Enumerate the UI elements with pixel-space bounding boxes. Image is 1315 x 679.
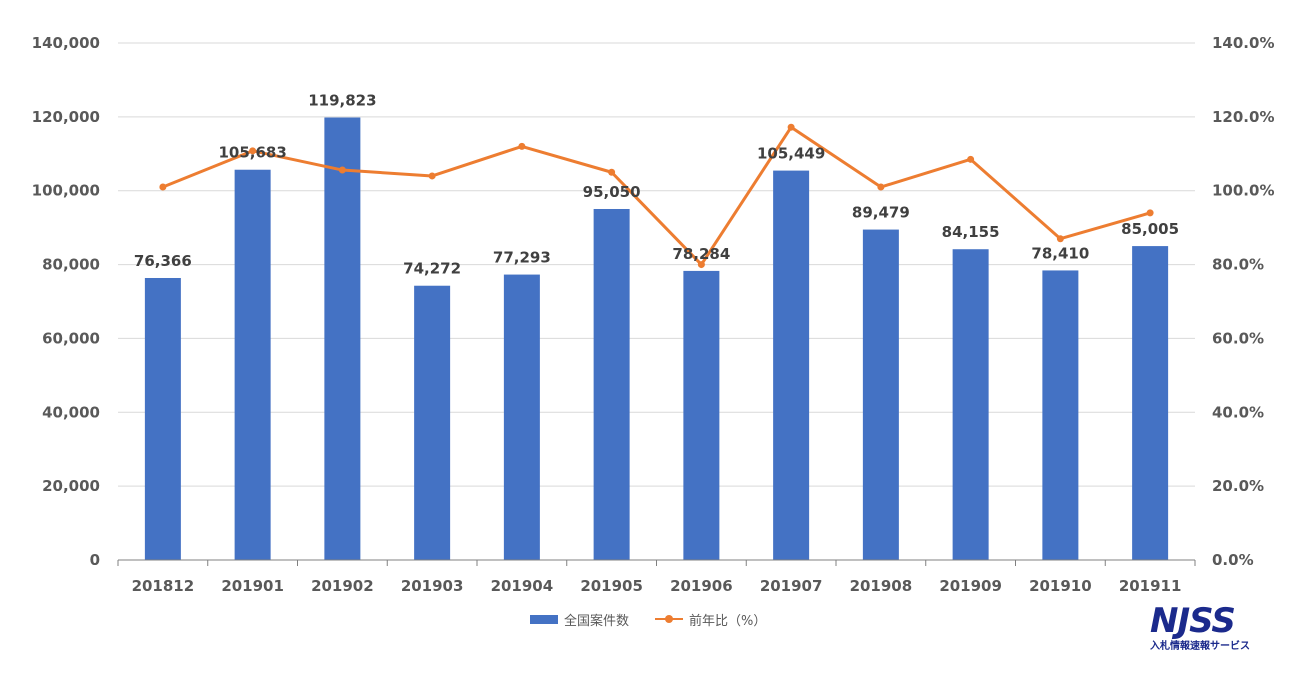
data-labels: 76,366 105,683 119,823 74,272 77,293 95,050 78…: [134, 92, 1179, 278]
bar-data-label: 74,272: [403, 260, 461, 278]
y-tick-label-right: 120.0%: [1212, 108, 1274, 126]
bar: [773, 170, 810, 560]
x-tick-label: 201909: [939, 577, 1002, 595]
bar: [414, 285, 451, 560]
y-tick-label-left: 100,000: [32, 182, 100, 200]
line-point: [1056, 235, 1064, 243]
bar-data-label: 76,366: [134, 252, 192, 270]
legend-item-line: 前年比（%）: [655, 610, 766, 629]
y-tick-label-left: 80,000: [42, 256, 100, 274]
y-axis-left: 0 20,000 40,000 60,000 80,000 100,000 120,000 1…: [32, 34, 100, 569]
bar-data-label: 89,479: [852, 204, 910, 222]
legend-item-bar: 全国案件数: [530, 610, 629, 629]
line-point: [608, 168, 616, 176]
x-tick-label: 201908: [850, 577, 913, 595]
y-tick-label-right: 20.0%: [1212, 477, 1264, 495]
bar: [324, 117, 361, 561]
bar-data-label: 84,155: [942, 223, 1000, 241]
bar: [503, 274, 540, 560]
x-tick-label: 201905: [580, 577, 643, 595]
logo-mark: NJSS: [1150, 601, 1236, 641]
x-tick-label: 201904: [491, 577, 554, 595]
bar: [862, 229, 899, 560]
y-tick-label-left: 20,000: [42, 477, 100, 495]
gridlines: [118, 42, 1195, 487]
x-tick-label: 201906: [670, 577, 733, 595]
y-tick-label-right: 100.0%: [1212, 182, 1274, 200]
bar: [1042, 270, 1079, 560]
bar-data-label: 105,683: [218, 144, 286, 162]
x-tick-label: 201911: [1119, 577, 1182, 595]
y-tick-label-right: 80.0%: [1212, 256, 1264, 274]
bar-data-label: 77,293: [493, 249, 551, 267]
x-axis: 201812 201901 201902 201903 201904 201905 2019…: [117, 559, 1196, 595]
line-point: [877, 183, 885, 191]
bar: [952, 249, 989, 560]
bar-data-label: 119,823: [308, 92, 376, 110]
legend-label-bar: 全国案件数: [564, 613, 630, 629]
y-tick-label-right: 140.0%: [1212, 34, 1274, 52]
line-point: [1146, 209, 1154, 217]
x-tick-label: 201902: [311, 577, 374, 595]
line-point: [338, 166, 346, 174]
x-tick-label: 201910: [1029, 577, 1092, 595]
bar-series: [144, 117, 1169, 561]
y-tick-label-right: 60.0%: [1212, 329, 1264, 347]
y-tick-label-left: 0: [90, 551, 100, 569]
line-point: [249, 147, 257, 155]
bar: [234, 169, 271, 560]
bar: [593, 208, 630, 560]
njss-logo: NJSS 入札情報速報サービス: [1150, 604, 1270, 656]
bar: [1132, 246, 1169, 560]
line-point: [967, 155, 975, 163]
x-tick-label: 201901: [221, 577, 284, 595]
x-tick-label: 201812: [132, 577, 195, 595]
line-point: [787, 123, 795, 131]
bar-data-label: 105,449: [757, 145, 825, 163]
y-axis-right: 0.0% 20.0% 40.0% 60.0% 80.0% 100.0% 120.0% 140.…: [1212, 34, 1274, 569]
legend-swatch-bar: [530, 614, 558, 624]
bar-data-label: 85,005: [1121, 220, 1179, 238]
logo-subtitle: 入札情報速報サービス: [1150, 641, 1250, 652]
legend-label-line: 前年比（%）: [689, 613, 767, 629]
bar-data-label: 95,050: [583, 183, 641, 201]
line-series: [159, 123, 1154, 269]
y-tick-label-right: 0.0%: [1212, 551, 1254, 569]
line-point: [159, 183, 167, 191]
bar: [683, 270, 720, 560]
bar: [144, 277, 181, 560]
line-point: [697, 261, 705, 269]
legend: 全国案件数 前年比（%）: [530, 608, 792, 630]
line-point: [518, 142, 526, 150]
y-tick-label-left: 40,000: [42, 403, 100, 421]
line-path: [162, 125, 1151, 267]
bar-data-label: 78,284: [672, 245, 730, 263]
y-tick-label-left: 60,000: [42, 329, 100, 347]
x-tick-label: 201903: [401, 577, 464, 595]
y-tick-label-right: 40.0%: [1212, 403, 1264, 421]
line-point: [428, 172, 436, 180]
x-tick-label: 201907: [760, 577, 823, 595]
legend-swatch-line: [655, 614, 684, 624]
bar-data-label: 78,410: [1031, 244, 1089, 262]
y-tick-label-left: 140,000: [32, 34, 100, 52]
y-tick-label-left: 120,000: [32, 108, 100, 126]
